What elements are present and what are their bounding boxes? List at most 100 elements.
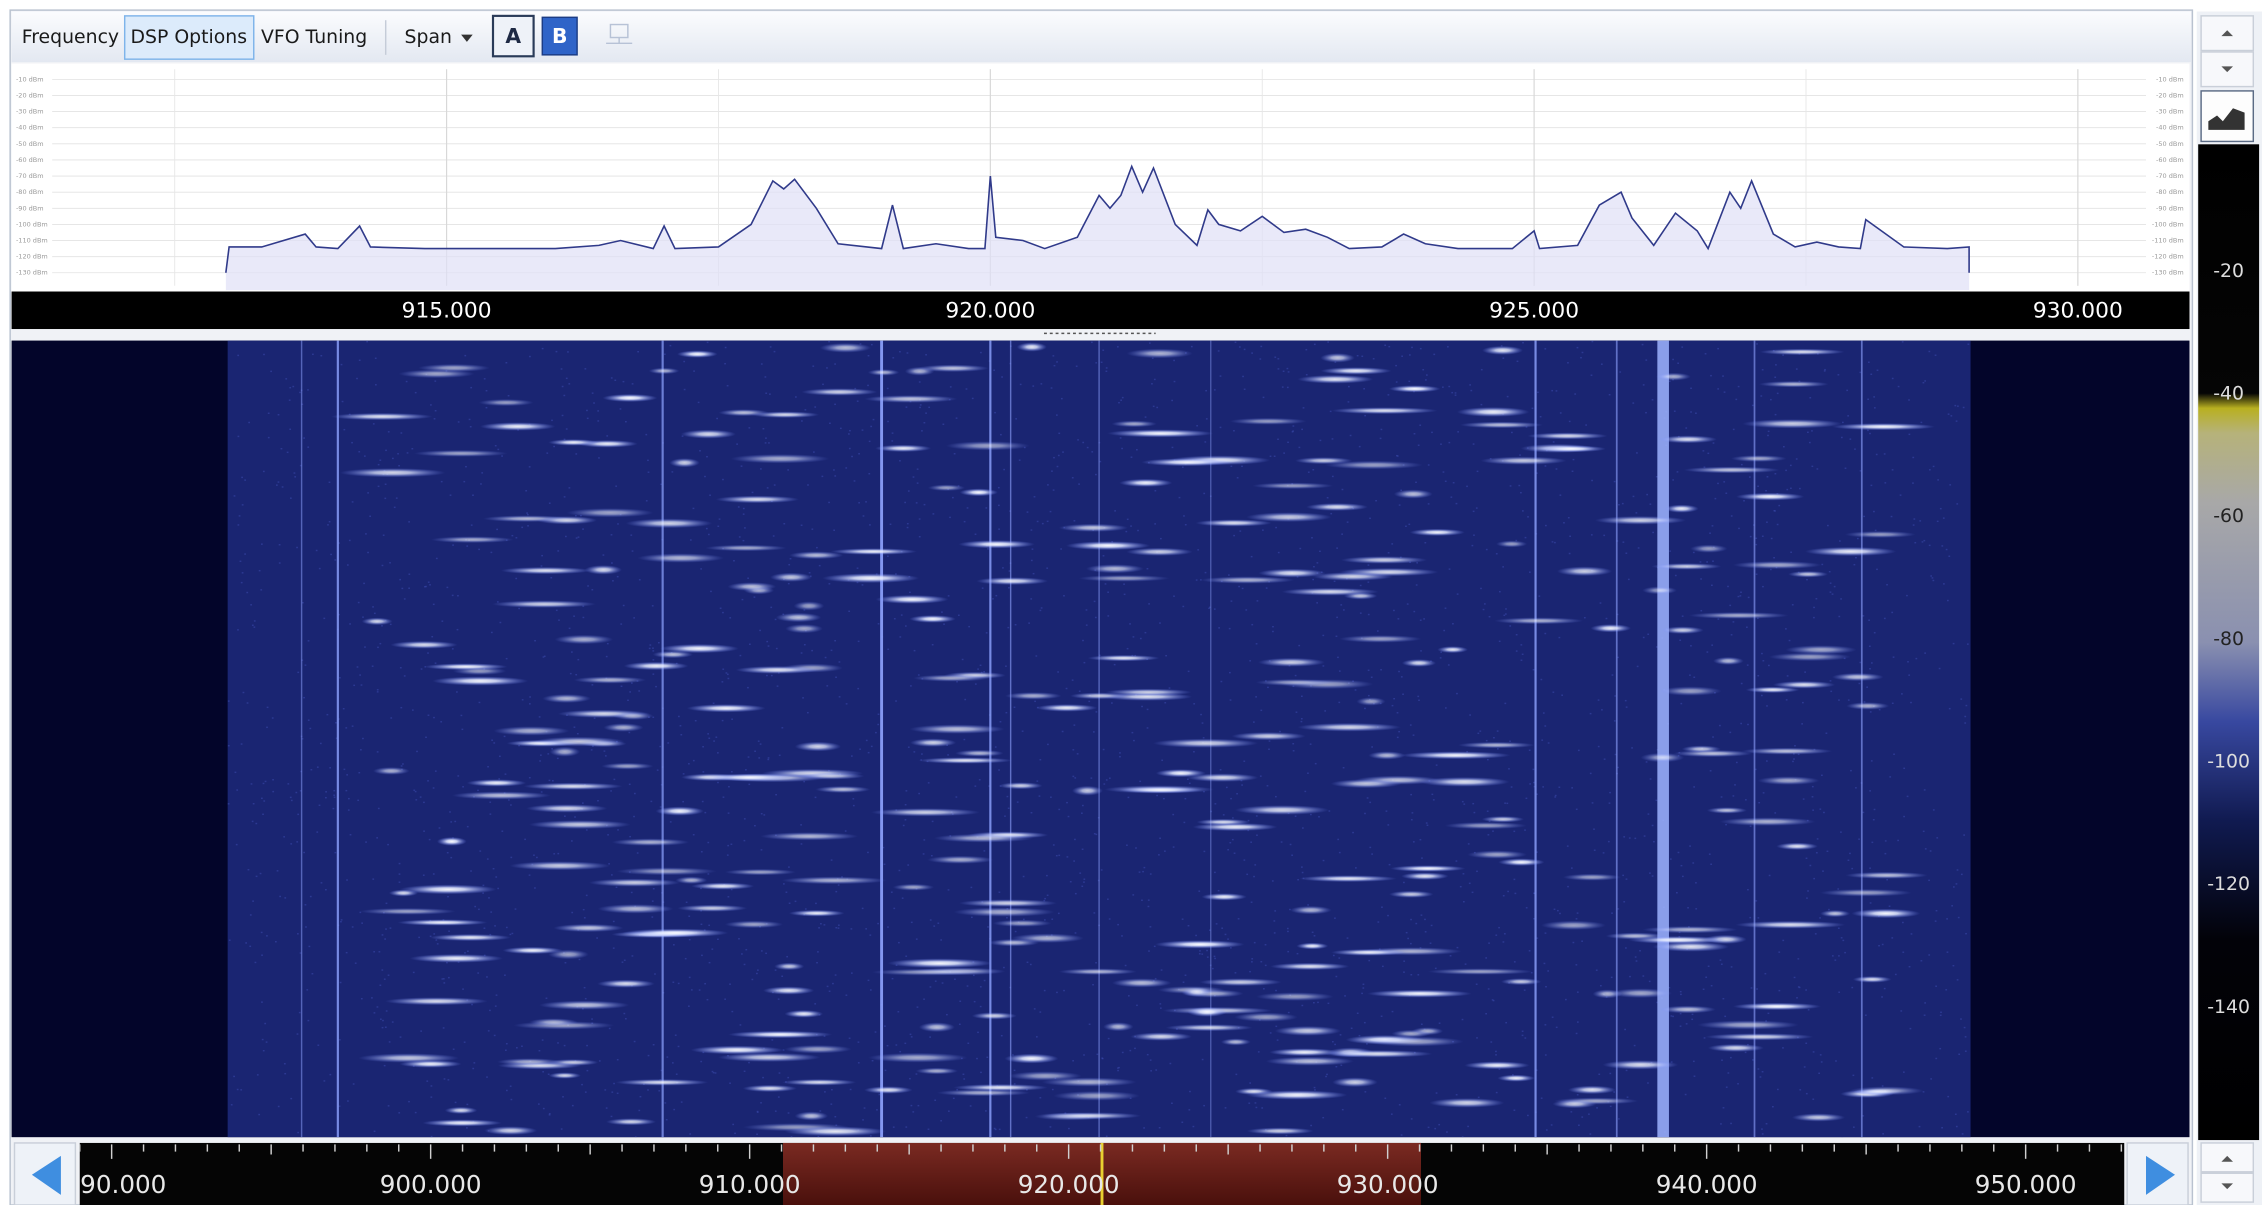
noise [1596, 1107, 1598, 1108]
noise [1832, 955, 1834, 956]
noise [1203, 493, 1205, 494]
noise [1727, 586, 1729, 587]
menu-item[interactable]: VFO Tuning [261, 27, 367, 48]
noise [1626, 878, 1628, 879]
noise [1572, 471, 1574, 472]
noise [1812, 796, 1814, 797]
noise [1327, 497, 1329, 498]
noise [1504, 802, 1506, 803]
noise [317, 766, 319, 767]
signal-burst [913, 675, 990, 682]
noise [1529, 571, 1531, 572]
noise [1792, 761, 1794, 762]
noise [1392, 705, 1394, 706]
noise [1109, 777, 1111, 778]
noise [819, 565, 821, 566]
noise [593, 402, 595, 403]
noise [998, 505, 1000, 506]
noise [1481, 404, 1483, 405]
noise [495, 1005, 497, 1006]
noise [859, 748, 861, 749]
noise [573, 615, 575, 616]
signal-burst [774, 963, 804, 970]
signal-burst [1429, 1098, 1504, 1108]
noise [918, 1105, 920, 1106]
signal-burst [418, 364, 490, 372]
signal-burst [529, 1018, 578, 1026]
noise [878, 623, 880, 624]
noise [650, 801, 652, 802]
noise [778, 1096, 780, 1097]
noise [1763, 792, 1765, 793]
noise [582, 528, 584, 529]
noise [629, 691, 631, 692]
noise [246, 592, 248, 593]
signal-burst [705, 545, 787, 551]
noise [761, 813, 763, 814]
noise [333, 808, 335, 809]
noise [1362, 987, 1364, 988]
noise [722, 720, 724, 721]
noise [1544, 725, 1546, 726]
noise [1747, 664, 1749, 665]
noise [1875, 530, 1877, 531]
noise [1317, 562, 1319, 563]
noise [491, 740, 493, 741]
noise [583, 617, 585, 618]
noise [1420, 620, 1422, 621]
noise [727, 674, 729, 675]
noise [343, 708, 345, 709]
noise [506, 658, 508, 659]
noise [617, 1059, 619, 1060]
noise [1253, 721, 1255, 722]
noise [1505, 1022, 1507, 1023]
noise [529, 356, 531, 357]
signal-burst [1606, 933, 1665, 940]
noise [1813, 617, 1815, 618]
noise [1327, 341, 1329, 342]
noise [1717, 348, 1719, 349]
signal-burst [770, 573, 812, 582]
dbm-label: -40 dBm [16, 124, 44, 132]
noise [1485, 1013, 1487, 1014]
noise [1775, 364, 1777, 365]
noise [620, 623, 622, 624]
noise [895, 1044, 897, 1045]
noise [1241, 466, 1243, 467]
noise [1598, 699, 1600, 700]
noise [1648, 813, 1650, 814]
noise [1333, 955, 1335, 956]
noise [1774, 812, 1776, 813]
noise [423, 830, 425, 831]
noise [1821, 564, 1823, 565]
noise [1853, 1075, 1855, 1076]
noise [1906, 595, 1908, 596]
noise [980, 1072, 982, 1073]
noise [652, 647, 654, 648]
noise [1430, 943, 1432, 944]
noise [879, 1094, 881, 1095]
noise [1527, 516, 1529, 517]
signal-burst [1735, 921, 1845, 929]
noise [508, 799, 510, 800]
noise [839, 696, 841, 697]
noise [1272, 626, 1274, 627]
noise [1733, 795, 1735, 796]
noise [1652, 875, 1654, 876]
noise [1765, 490, 1767, 491]
menu-item[interactable]: DSP Options [131, 27, 248, 48]
noise [1256, 835, 1258, 836]
noise [1777, 393, 1779, 394]
menu-item[interactable]: Frequency [22, 27, 119, 48]
noise [1817, 838, 1819, 839]
menu-item[interactable]: Span [405, 27, 452, 48]
noise [453, 1049, 455, 1050]
noise [974, 1001, 976, 1002]
vfo-b-label: B [552, 24, 567, 48]
noise [682, 801, 684, 802]
noise [584, 368, 586, 369]
noise [1214, 872, 1216, 873]
noise [542, 1071, 544, 1072]
noise [1886, 879, 1888, 880]
signal-burst [1389, 385, 1440, 392]
